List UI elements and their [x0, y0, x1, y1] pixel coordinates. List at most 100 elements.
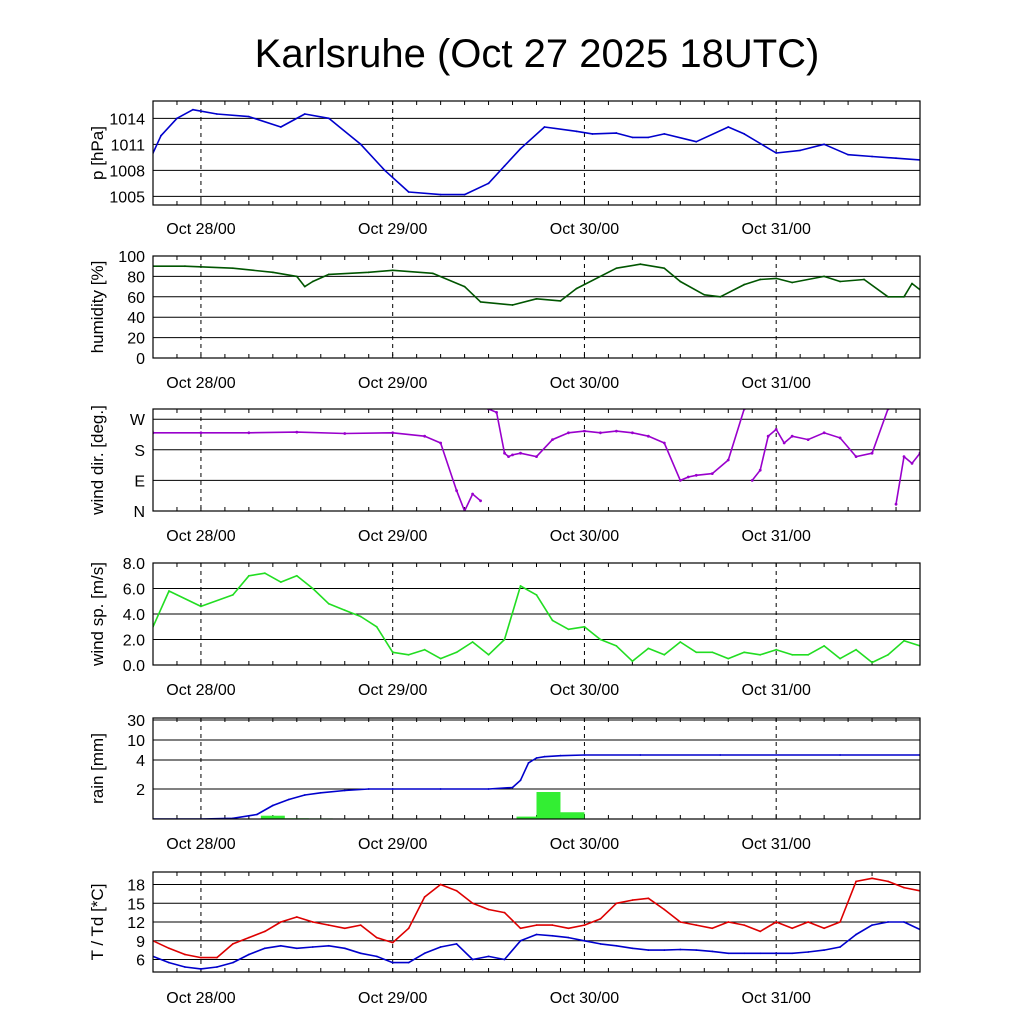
y-tick-label: 2.0: [123, 633, 145, 650]
y-tick-label: 12: [127, 915, 145, 932]
dewpoint-line-point: [567, 936, 570, 939]
temperature-line-point: [263, 930, 266, 933]
temperature-line-point: [519, 927, 522, 930]
temperature-line-point: [727, 921, 730, 923]
y-tick-label: 0.0: [123, 658, 145, 675]
temperature-line-point: [679, 921, 682, 923]
dewpoint-line-point: [407, 961, 410, 964]
accumulated-rain-line-point: [487, 788, 490, 790]
panel-frame: [152, 100, 921, 206]
accumulated-rain-line-point: [559, 754, 562, 757]
y-tick-label: 0: [136, 351, 145, 368]
wind-speed-line-point: [663, 653, 666, 656]
pressure-line-point: [543, 126, 546, 128]
wind-speed-line-point: [631, 660, 634, 663]
wind-speed-line-point: [359, 615, 362, 618]
x-tick-label: Oct 30/00: [550, 836, 619, 853]
accumulated-rain-line-point: [343, 789, 346, 792]
wind-direction-point: [535, 455, 538, 458]
wind-speed-line-point: [295, 574, 298, 577]
wind-direction-point: [910, 462, 914, 465]
wind-direction-point: [750, 479, 754, 482]
y-axis-label: p [hPa]: [88, 126, 107, 180]
accumulated-rain-line-point: [535, 757, 538, 759]
temperature-line-point: [871, 877, 873, 880]
temperature-line-point: [471, 902, 474, 905]
wind-direction-point: [614, 429, 618, 433]
accumulated-rain-line-point: [287, 798, 290, 801]
accumulated-rain-line-point: [319, 791, 322, 794]
panel-humidity: 0 20 40 60 80 100 Oct 28/00 Oct 29/00 Oct 30/00 O…: [88, 249, 921, 392]
humidity-line-point: [863, 278, 865, 281]
temperature-line-point: [743, 924, 746, 927]
wind-speed-line-point: [200, 605, 202, 608]
x-tick-label: Oct 31/00: [742, 836, 811, 853]
pressure-line-point: [503, 165, 506, 167]
wind-direction-point: [790, 434, 794, 438]
wind-direction-point: [838, 436, 842, 440]
temperature-line-point: [455, 889, 458, 892]
y-tick-label: 1005: [109, 189, 145, 206]
pressure-line-point: [615, 132, 618, 134]
wind-direction-point: [423, 434, 427, 438]
wind-direction-point: [758, 468, 762, 472]
wind-speed-line-point: [647, 647, 650, 650]
humidity-line-point: [431, 272, 434, 275]
pressure-line-point: [799, 149, 802, 152]
chart-title: Karlsruhe (Oct 27 2025 18UTC): [255, 32, 820, 76]
pressure-line-point: [463, 193, 466, 196]
dewpoint-line-point: [263, 947, 266, 950]
humidity-line-point: [759, 278, 762, 281]
panel-frame: [152, 717, 921, 820]
temperature-line-point: [711, 927, 714, 930]
y-axis-label: rain [mm]: [88, 733, 107, 804]
pressure-line-point: [216, 113, 218, 115]
x-tick-label: Oct 31/00: [742, 221, 811, 238]
wind-speed-line-point: [423, 648, 426, 651]
wind-direction-point: [678, 479, 682, 482]
humidity-line-point: [511, 304, 514, 306]
dewpoint-line-point: [311, 946, 314, 948]
x-tick-label: Oct 31/00: [742, 528, 811, 545]
temperature-line-point: [375, 936, 378, 939]
wind-direction-point: [822, 431, 826, 435]
pressure-line-point: [192, 108, 194, 111]
temperature-line-point: [487, 908, 490, 911]
pressure-line-point: [695, 140, 698, 143]
wind-direction-point: [766, 434, 770, 438]
wind-speed-line-point: [567, 628, 570, 631]
dewpoint-line-point: [823, 949, 826, 952]
temperature-line-point: [327, 924, 330, 927]
accumulated-rain-line-point: [519, 779, 522, 782]
wind-direction-point: [391, 431, 395, 435]
dewpoint-line-point: [727, 952, 730, 955]
pressure-line-point: [279, 126, 282, 128]
humidity-line-point: [231, 267, 234, 270]
y-tick-label: 10: [127, 733, 145, 750]
humidity-line-point: [887, 295, 889, 298]
temperature-line-point: [168, 947, 170, 950]
x-tick-label: Oct 30/00: [550, 990, 619, 1007]
y-tick-label: 40: [127, 310, 145, 327]
wind-speed-line-point: [519, 585, 522, 587]
wind-speed-line-point: [775, 648, 778, 651]
temperature-line-point: [567, 927, 570, 930]
wind-speed-line-point: [535, 593, 538, 596]
wind-direction-point: [567, 431, 570, 435]
rain-bar: [260, 815, 285, 819]
humidity-line-point: [575, 287, 578, 290]
dewpoint-line-point: [599, 942, 602, 945]
pressure-line-point: [303, 113, 306, 115]
dewpoint-line-point: [663, 949, 666, 952]
temperature-line-point: [216, 956, 218, 959]
wind-speed-line-point: [455, 651, 458, 654]
humidity-line-point: [559, 299, 562, 302]
wind-speed-line-point: [727, 657, 730, 660]
pressure-line: [153, 108, 920, 196]
y-tick-label: 15: [127, 896, 145, 913]
accumulated-rain-line-point: [439, 788, 442, 790]
wind-direction-point: [439, 441, 443, 445]
wind-speed-line-point: [471, 641, 474, 643]
x-tick-label: Oct 28/00: [166, 990, 235, 1007]
